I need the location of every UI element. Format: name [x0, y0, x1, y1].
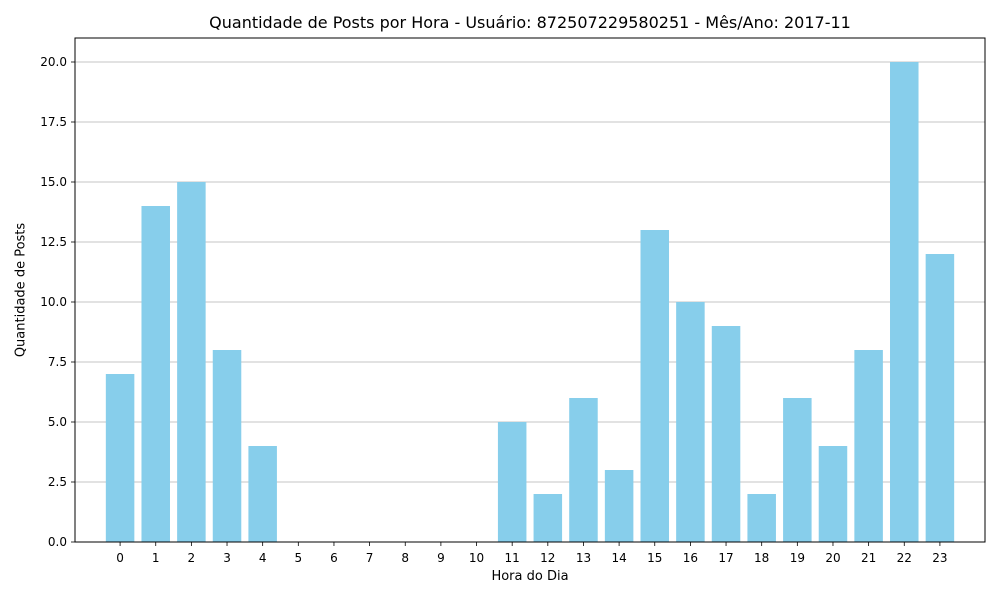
- x-tick-label: 6: [330, 551, 338, 565]
- x-tick-label: 19: [790, 551, 805, 565]
- x-tick-label: 22: [897, 551, 912, 565]
- x-tick-label: 17: [718, 551, 733, 565]
- bar: [177, 182, 206, 542]
- bar: [141, 206, 170, 542]
- y-tick-label: 15.0: [40, 175, 67, 189]
- x-tick-label: 8: [401, 551, 409, 565]
- bar: [818, 446, 848, 542]
- bar: [711, 326, 741, 542]
- x-tick-label: 4: [259, 551, 267, 565]
- x-tick-label: 2: [188, 551, 196, 565]
- x-tick-label: 12: [540, 551, 555, 565]
- y-tick-label: 10.0: [40, 295, 67, 309]
- bar: [604, 470, 634, 542]
- x-tick-label: 23: [932, 551, 947, 565]
- bar: [569, 398, 598, 542]
- x-tick-label: 18: [754, 551, 769, 565]
- x-tick-label: 14: [611, 551, 626, 565]
- y-tick-label: 20.0: [40, 55, 67, 69]
- bar: [676, 302, 705, 542]
- x-tick-label: 15: [647, 551, 662, 565]
- x-tick-label: 1: [152, 551, 160, 565]
- y-tick-label: 7.5: [48, 355, 67, 369]
- bar: [640, 230, 670, 542]
- x-tick-label: 0: [116, 551, 124, 565]
- x-tick-label: 16: [683, 551, 698, 565]
- axes-frame: [74, 37, 986, 543]
- bar: [925, 254, 955, 542]
- bar: [497, 422, 527, 542]
- x-tick-label: 21: [861, 551, 876, 565]
- x-tick-label: 11: [505, 551, 520, 565]
- y-tick-label: 12.5: [40, 235, 67, 249]
- x-tick-label: 10: [469, 551, 484, 565]
- bar: [890, 62, 919, 542]
- y-tick-label: 17.5: [40, 115, 67, 129]
- bar: [854, 350, 883, 542]
- x-tick-label: 9: [437, 551, 445, 565]
- bar: [533, 494, 563, 542]
- x-tick-label: 20: [825, 551, 840, 565]
- y-tick-label: 5.0: [48, 415, 67, 429]
- bar: [105, 374, 135, 542]
- x-tick-label: 5: [294, 551, 302, 565]
- x-tick-label: 13: [576, 551, 591, 565]
- bar: [248, 446, 277, 542]
- bar: [212, 350, 242, 542]
- x-axis-label: Hora do Dia: [491, 569, 569, 584]
- x-tick-label: 3: [223, 551, 231, 565]
- bar: [747, 494, 776, 542]
- x-tick-label: 7: [366, 551, 374, 565]
- bar: [783, 398, 812, 542]
- y-tick-label: 0.0: [48, 535, 67, 549]
- y-tick-label: 2.5: [48, 475, 67, 489]
- chart-title: Quantidade de Posts por Hora - Usuário: …: [209, 13, 851, 32]
